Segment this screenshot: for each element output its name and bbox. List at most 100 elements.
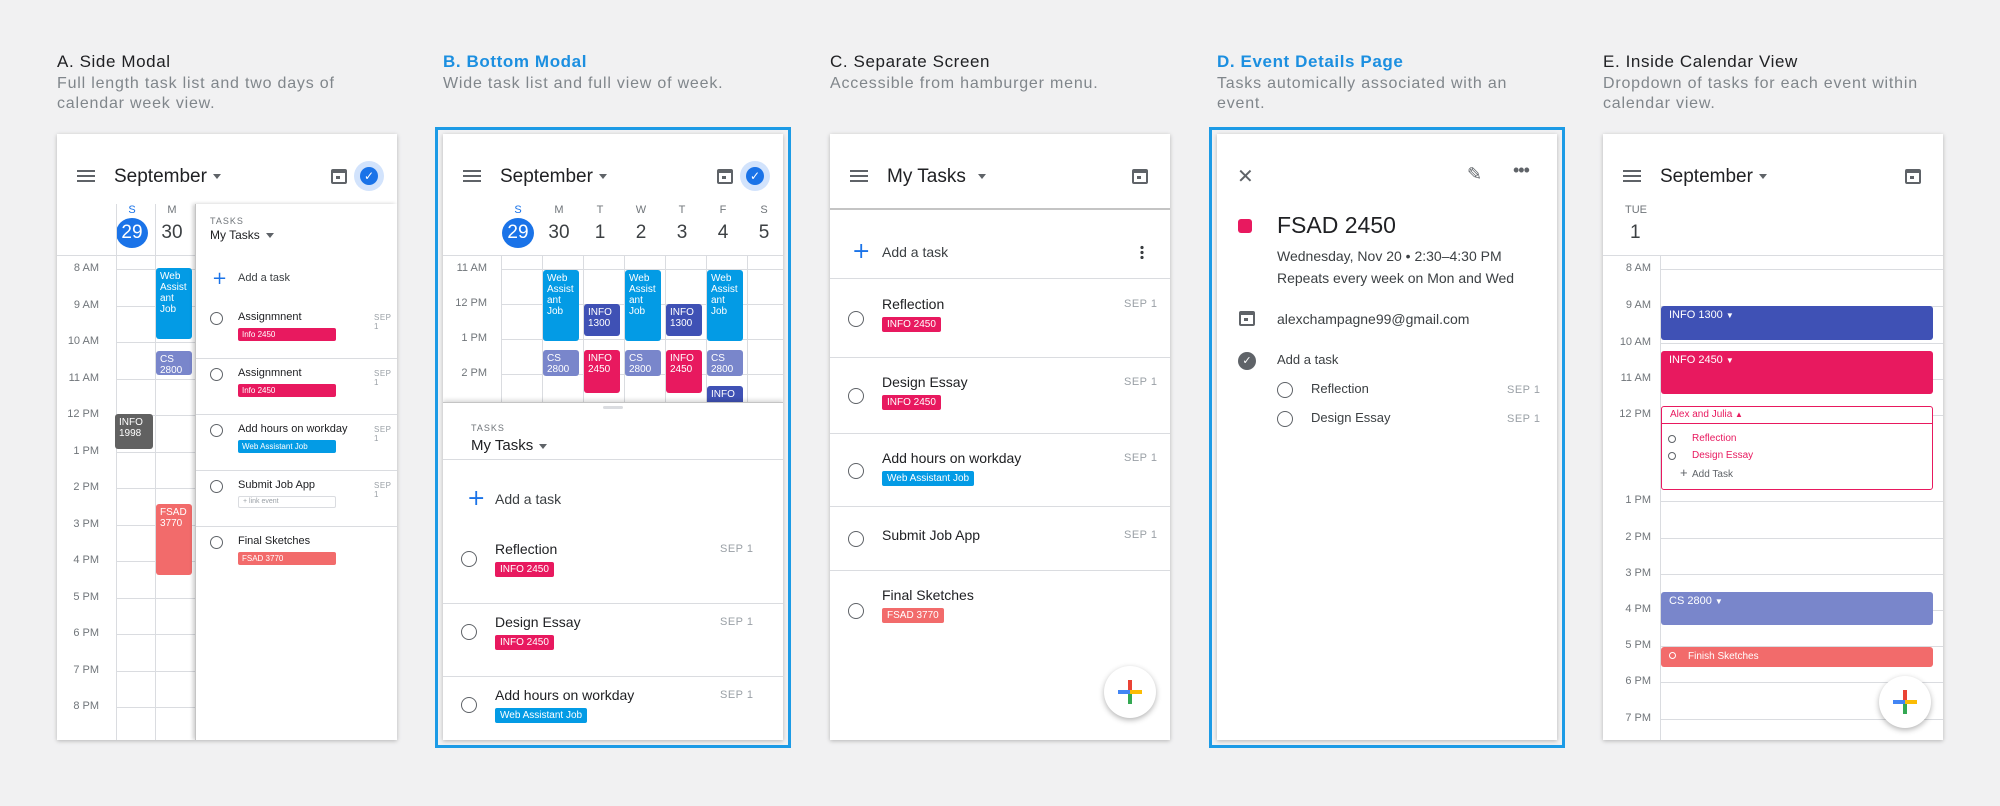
- task-checkbox[interactable]: [848, 531, 864, 547]
- tasks-toggle-icon[interactable]: ✓: [354, 161, 384, 191]
- event-info1300[interactable]: INFO 1300: [584, 304, 620, 336]
- event-cs2800[interactable]: CS 2800: [543, 350, 579, 376]
- task-item[interactable]: Reflection SEP 1 INFO 2450: [443, 531, 783, 604]
- task-list-dropdown[interactable]: My Tasks: [887, 166, 986, 188]
- add-task-button[interactable]: Add a task: [238, 272, 290, 284]
- task-tag[interactable]: Web Assistant Job: [238, 440, 336, 453]
- task-checkbox[interactable]: [210, 312, 223, 325]
- more-vert-icon[interactable]: [1140, 245, 1144, 259]
- task-checkbox[interactable]: [848, 462, 864, 479]
- add-icon[interactable]: +: [852, 239, 871, 264]
- event-expanded-alex-julia[interactable]: Alex and Julia ▲ Reflection Design Essay…: [1661, 406, 1933, 490]
- task-tag[interactable]: INFO 2450: [882, 395, 941, 410]
- calendar-icon[interactable]: [1905, 169, 1921, 184]
- event-info2450[interactable]: INFO 2450 ▼: [1661, 351, 1933, 394]
- task-tag[interactable]: INFO 2450: [882, 317, 941, 332]
- task-checkbox[interactable]: [461, 697, 477, 713]
- task-checkbox[interactable]: [1277, 411, 1293, 427]
- task-checkbox[interactable]: [848, 388, 864, 404]
- task-item[interactable]: Design Essay SEP 1 INFO 2450: [443, 604, 783, 677]
- task-item[interactable]: Assignmnent SEP 1 Info 2450: [196, 360, 397, 416]
- task-item[interactable]: Final Sketches FSAD 3770: [830, 571, 1170, 651]
- event-cs2800[interactable]: CS 2800: [625, 350, 661, 376]
- tasks-toggle-icon[interactable]: ✓: [740, 161, 770, 191]
- event-web-job[interactable]: Web Assist ant Job: [543, 270, 579, 341]
- calendar-icon[interactable]: [717, 169, 733, 184]
- task-checkbox[interactable]: [210, 536, 223, 549]
- add-task-button[interactable]: Add a task: [1277, 352, 1339, 367]
- task-item[interactable]: Add hours on workday SEP 1 Web Assistant J…: [443, 677, 783, 740]
- task-item[interactable]: Reflection SEP 1: [1217, 380, 1557, 409]
- add-icon[interactable]: +: [1680, 465, 1688, 480]
- day-header[interactable]: M 30: [542, 204, 576, 248]
- task-item[interactable]: Assignmnent SEP 1 Info 2450: [196, 304, 397, 360]
- task-tag[interactable]: INFO 2450: [495, 635, 554, 650]
- task-checkbox[interactable]: [1669, 652, 1676, 659]
- task-checkbox[interactable]: [1668, 435, 1676, 443]
- task-checkbox[interactable]: [848, 311, 864, 327]
- task-checkbox[interactable]: [461, 551, 477, 567]
- calendar-icon[interactable]: [1132, 169, 1148, 184]
- event-web-job[interactable]: Web Assist ant Job: [707, 270, 743, 341]
- add-fab[interactable]: [1104, 666, 1156, 718]
- link-event-button[interactable]: + link event: [238, 496, 336, 508]
- menu-icon[interactable]: [463, 170, 481, 182]
- task-item[interactable]: Submit Job App SEP 1 + link event: [196, 472, 397, 528]
- task-checkbox[interactable]: [210, 368, 223, 381]
- task-item[interactable]: Design Essay SEP 1 INFO 2450: [830, 358, 1170, 434]
- event-fsad3770[interactable]: FSAD 3770: [156, 504, 192, 575]
- task-item[interactable]: Add hours on workday SEP 1 Web Assistant J…: [196, 416, 397, 472]
- task-item[interactable]: Design Essay SEP 1: [1217, 409, 1557, 438]
- more-horiz-icon[interactable]: •••: [1513, 160, 1530, 180]
- add-task-button[interactable]: Add Task: [1692, 469, 1733, 480]
- event-info2450[interactable]: INFO 2450: [584, 350, 620, 393]
- task-tag[interactable]: FSAD 3770: [882, 608, 944, 623]
- task-tag[interactable]: Info 2450: [238, 384, 336, 397]
- day-header-sun[interactable]: S 29: [115, 204, 149, 248]
- task-checkbox[interactable]: [210, 480, 223, 493]
- task-checkbox[interactable]: [848, 603, 864, 619]
- task-item[interactable]: Reflection SEP 1 INFO 2450: [830, 280, 1170, 358]
- event-cs2800[interactable]: CS 2800 ▼: [1661, 592, 1933, 625]
- add-icon[interactable]: +: [212, 268, 228, 289]
- event-header[interactable]: Alex and Julia ▲: [1662, 407, 1932, 424]
- task-checkbox[interactable]: [461, 624, 477, 640]
- add-fab[interactable]: [1879, 676, 1931, 728]
- menu-icon[interactable]: [1623, 170, 1641, 182]
- month-dropdown[interactable]: September: [1660, 166, 1767, 188]
- month-dropdown[interactable]: September: [500, 166, 607, 188]
- task-list-dropdown[interactable]: My Tasks: [210, 228, 274, 242]
- add-icon[interactable]: +: [467, 486, 486, 511]
- event-info[interactable]: INFO: [707, 386, 743, 406]
- task-list-dropdown[interactable]: My Tasks: [471, 437, 548, 454]
- task-tag[interactable]: Info 2450: [238, 328, 336, 341]
- task-item[interactable]: Add hours on workday SEP 1 Web Assistant J…: [830, 434, 1170, 507]
- event-web-job[interactable]: Web Assist ant Job: [156, 268, 192, 339]
- day-header[interactable]: S 29: [501, 204, 535, 248]
- task-checkbox[interactable]: [210, 424, 223, 437]
- event-cs2800[interactable]: CS 2800: [156, 351, 192, 375]
- task-tag[interactable]: FSAD 3770: [238, 552, 336, 565]
- drag-handle[interactable]: [603, 406, 623, 409]
- menu-icon[interactable]: [77, 170, 95, 182]
- task-tag[interactable]: Web Assistant Job: [882, 471, 975, 486]
- event-cs2800[interactable]: CS 2800: [707, 350, 743, 376]
- task-tag[interactable]: INFO 2450: [495, 562, 554, 577]
- event-info2450[interactable]: INFO 2450: [666, 350, 702, 393]
- event-info1300[interactable]: INFO 1300 ▼: [1661, 306, 1933, 340]
- event-web-job[interactable]: Web Assist ant Job: [625, 270, 661, 341]
- add-task-button[interactable]: Add a task: [495, 491, 562, 507]
- edit-icon[interactable]: ✎: [1467, 164, 1483, 185]
- task-item[interactable]: Final Sketches FSAD 3770: [196, 528, 397, 584]
- task-checkbox[interactable]: [1668, 452, 1676, 460]
- task-item[interactable]: Submit Job App SEP 1: [830, 507, 1170, 571]
- calendar-icon[interactable]: [331, 169, 347, 184]
- close-icon[interactable]: ✕: [1237, 164, 1254, 188]
- day-header-mon[interactable]: M 30: [155, 204, 189, 248]
- event-info1998[interactable]: INFO 1998: [115, 414, 153, 449]
